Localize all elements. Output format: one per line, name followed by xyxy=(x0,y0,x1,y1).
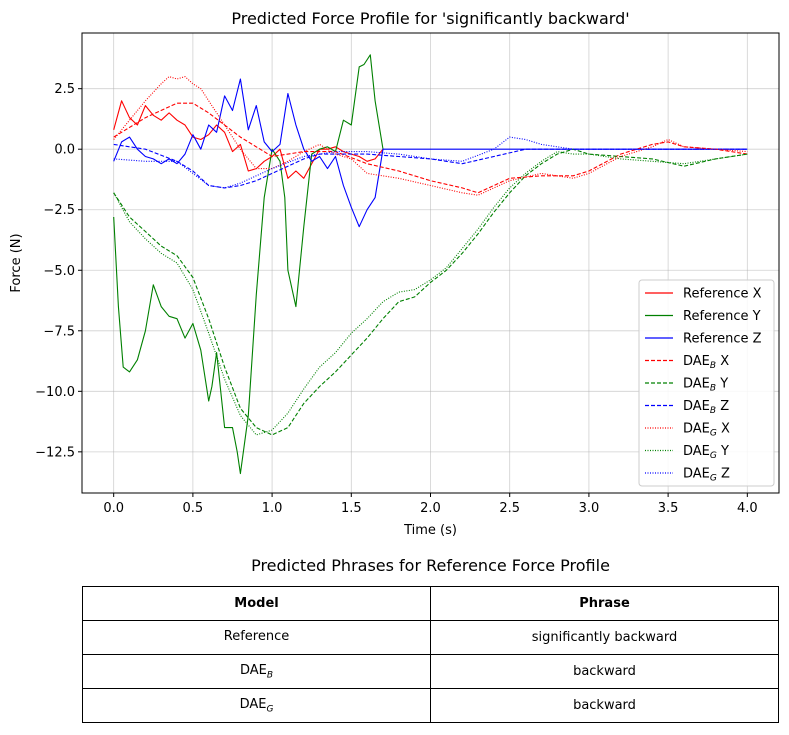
table-header-row: Model Phrase xyxy=(82,586,779,621)
legend: Reference X Reference Y Reference Z DAEB X D… xyxy=(638,279,775,487)
y-axis-label: Force (N) xyxy=(9,233,24,292)
table-row: Reference significantly backward xyxy=(82,620,779,655)
series-line-dae-g-x xyxy=(113,76,748,196)
phrase-cell: backward xyxy=(430,688,779,723)
table-row: DAEB backward xyxy=(82,654,779,689)
model-cell: DAEG xyxy=(82,688,431,723)
legend-label: DAEB X xyxy=(683,354,729,371)
series-line-dae-b-y xyxy=(113,148,748,436)
x-tick-label: 0.5 xyxy=(183,501,204,516)
model-cell: DAEB xyxy=(82,654,431,689)
legend-label: Reference Y xyxy=(683,309,761,324)
y-tick-label: −7.5 xyxy=(43,324,75,339)
force-profile-chart: Predicted Force Profile for 'significant… xyxy=(9,9,780,538)
header-phrase: Phrase xyxy=(430,586,779,621)
series-line-reference-x xyxy=(113,100,384,179)
phrase-cell: backward xyxy=(430,654,779,689)
legend-label: DAEG Z xyxy=(683,467,730,484)
x-axis-label: Time (s) xyxy=(403,523,457,538)
legend-box xyxy=(638,279,775,487)
series-line-dae-b-z xyxy=(113,143,748,189)
y-tick-label: −10.0 xyxy=(35,385,75,400)
table-row: DAEG backward xyxy=(82,688,779,723)
x-tick-label: 0.0 xyxy=(103,501,124,516)
legend-label: DAEB Z xyxy=(683,399,729,416)
model-cell: Reference xyxy=(82,620,431,655)
legend-label: DAEG Y xyxy=(683,444,729,461)
series-line-reference-y xyxy=(113,54,384,475)
x-tick-label: 3.0 xyxy=(579,501,600,516)
phrase-cell: significantly backward xyxy=(430,620,779,655)
series-lines xyxy=(113,54,748,475)
legend-label: DAEB Y xyxy=(683,377,728,394)
y-tick-label: −12.5 xyxy=(35,445,75,460)
table-title: Predicted Phrases for Reference Force Pr… xyxy=(251,556,610,575)
x-tick-label: 3.5 xyxy=(658,501,679,516)
y-tick-label: −5.0 xyxy=(43,264,75,279)
header-model: Model xyxy=(82,586,431,621)
series-line-dae-b-x xyxy=(113,102,748,194)
series-line-reference-z xyxy=(113,78,748,228)
x-tick-label: 1.5 xyxy=(341,501,362,516)
legend-label: Reference Z xyxy=(683,332,762,347)
y-tick-label: 2.5 xyxy=(54,82,75,97)
x-tick-label: 2.0 xyxy=(420,501,441,516)
phrase-table: Model Phrase Reference significantly bac… xyxy=(82,586,779,723)
series-line-dae-g-y xyxy=(113,151,748,436)
chart-title: Predicted Force Profile for 'significant… xyxy=(231,9,629,28)
y-tick-label: −2.5 xyxy=(43,203,75,218)
legend-label: Reference X xyxy=(683,287,762,302)
x-tick-label: 4.0 xyxy=(737,501,758,516)
axis-ticks: 0.0 0.5 1.0 1.5 2.0 2.5 3.0 3.5 4.0 2.5 0.0 −2.5 −5.… xyxy=(35,82,758,516)
legend-label: DAEG X xyxy=(683,422,730,439)
x-tick-label: 2.5 xyxy=(499,501,520,516)
y-tick-label: 0.0 xyxy=(54,143,75,158)
x-tick-label: 1.0 xyxy=(262,501,283,516)
